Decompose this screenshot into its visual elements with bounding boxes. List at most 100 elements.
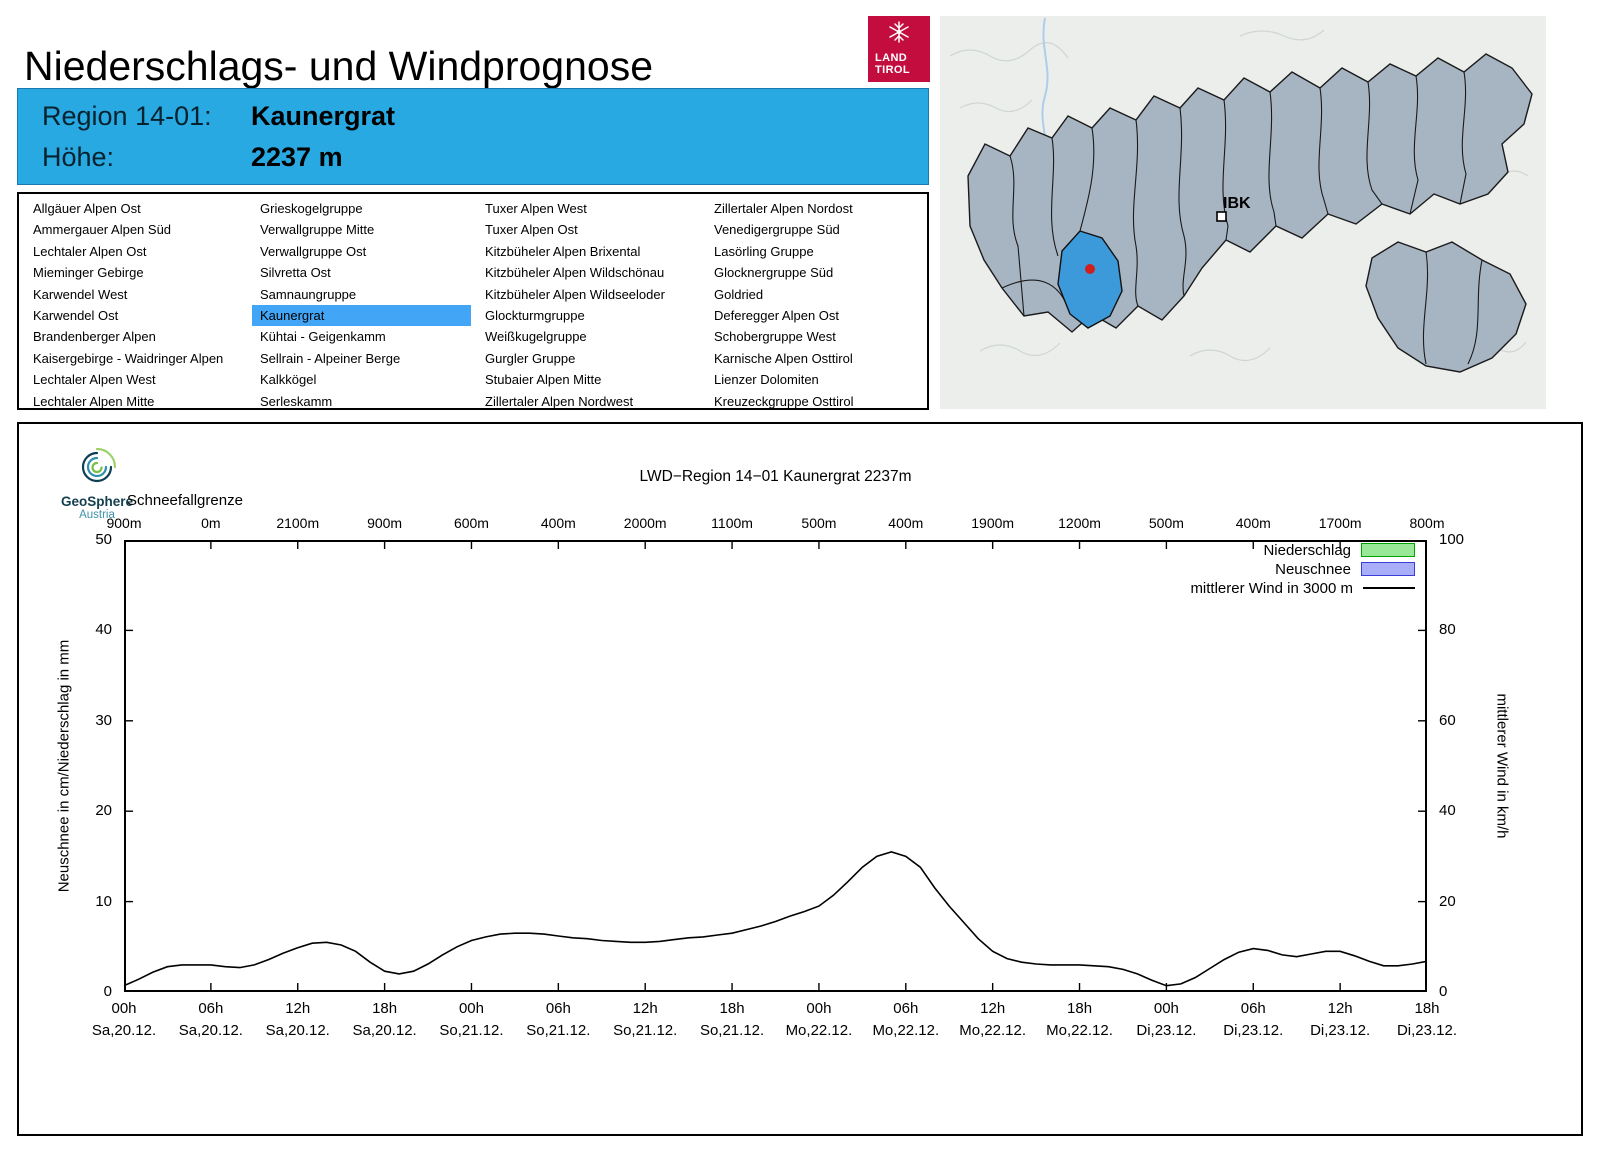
legend-label: Neuschnee — [1275, 560, 1351, 578]
region-item[interactable]: Zillertaler Alpen Nordost — [714, 201, 853, 216]
x-axis-date-label: Mo,22.12. — [959, 1022, 1027, 1039]
region-item[interactable]: Zillertaler Alpen Nordwest — [485, 393, 634, 409]
tirol-eagle-icon — [889, 21, 909, 43]
legend-row: Neuschnee — [1275, 560, 1415, 578]
region-item[interactable]: Serleskamm — [260, 393, 333, 409]
schneefallgrenze-value: 400m — [888, 515, 924, 531]
region-item[interactable]: Weißkugelgruppe — [485, 329, 587, 345]
x-axis-time-label: 18h — [1067, 1000, 1093, 1017]
left-axis-tick-label: 10 — [95, 892, 112, 910]
tirol-map[interactable]: IBK — [940, 16, 1546, 409]
right-axis-tick-label: 20 — [1439, 892, 1456, 910]
x-axis-time-label: 06h — [893, 1000, 919, 1017]
region-item[interactable]: Mieminger Gebirge — [33, 265, 144, 281]
x-axis-date-label: Sa,20.12. — [91, 1022, 157, 1039]
region-item[interactable]: Schobergruppe West — [714, 329, 836, 345]
region-item[interactable]: Kitzbüheler Alpen Wildseeloder — [485, 286, 665, 302]
region-borders — [1001, 71, 1467, 317]
x-axis-date-label: Di,23.12. — [1223, 1022, 1284, 1039]
region-item[interactable]: Kitzbüheler Alpen Brixental — [485, 243, 641, 259]
schneefallgrenze-value: 400m — [540, 515, 576, 531]
x-axis-time-label: 12h — [632, 1000, 658, 1017]
region-item[interactable]: Silvretta Ost — [260, 265, 331, 281]
selected-region-kaunergrat[interactable] — [1057, 230, 1123, 329]
schneefallgrenze-value: 500m — [801, 515, 837, 531]
schneefallgrenze-value: 1900m — [971, 515, 1015, 531]
x-axis-date-label: So,21.12. — [613, 1022, 678, 1039]
geosphere-swirl-icon — [81, 447, 117, 483]
plot-svg — [123, 539, 1428, 993]
x-axis-time-label: 00h — [1153, 1000, 1179, 1017]
region-item[interactable]: Karwendel West — [33, 286, 128, 302]
land-tirol-logo-text: LAND TIROL — [875, 52, 910, 76]
region-header: Region 14-01: Kaunergrat Höhe: 2237 m — [17, 88, 929, 185]
x-axis-date-label: Di,23.12. — [1136, 1022, 1197, 1039]
region-item[interactable]: Goldried — [714, 286, 764, 302]
east-tirol-region[interactable] — [1365, 241, 1527, 373]
region-item[interactable]: Kalkkögel — [260, 372, 317, 388]
x-axis-date-label: Mo,22.12. — [872, 1022, 940, 1039]
region-item[interactable]: Verwallgruppe Mitte — [260, 222, 375, 238]
geosphere-name: GeoSphere — [60, 494, 134, 509]
region-row: Region 14-01: Kaunergrat — [42, 101, 395, 132]
legend-swatch-box — [1361, 562, 1415, 576]
legend-label: mittlerer Wind in 3000 m — [1190, 579, 1353, 597]
region-item[interactable]: Glockturmgruppe — [485, 307, 585, 323]
region-item-selected[interactable]: Kaunergrat — [252, 304, 471, 327]
x-axis-time-label: 00h — [111, 1000, 137, 1017]
region-item[interactable]: Stubaier Alpen Mitte — [485, 372, 602, 388]
region-item[interactable]: Lechtaler Alpen Ost — [33, 243, 147, 259]
x-axis-date-label: So,21.12. — [699, 1022, 765, 1039]
schneefallgrenze-value: 900m — [367, 515, 403, 531]
region-item[interactable]: Ammergauer Alpen Süd — [33, 222, 172, 238]
region-column: Tuxer Alpen West Tuxer Alpen Ost Kitzbühel… — [471, 198, 700, 412]
region-item[interactable]: Tuxer Alpen West — [485, 201, 587, 216]
region-item[interactable]: Tuxer Alpen Ost — [485, 222, 578, 238]
region-item[interactable]: Kaisergebirge - Waidringer Alpen — [33, 350, 224, 366]
page-title: Niederschlags- und Windprognose — [24, 43, 654, 90]
plot-frame — [124, 540, 1427, 992]
region-item[interactable]: Karnische Alpen Osttirol — [714, 350, 853, 366]
region-item[interactable]: Allgäuer Alpen Ost — [33, 201, 141, 216]
schneefallgrenze-value: 1100m — [711, 515, 753, 531]
logo-line1: LAND — [875, 52, 908, 64]
x-axis-time-label: 18h — [1414, 1000, 1440, 1017]
right-axis-tick-label: 40 — [1439, 802, 1456, 820]
schneefallgrenze-value: 500m — [1148, 515, 1184, 531]
left-axis-tick-label: 50 — [95, 531, 112, 548]
tirol-map-svg: IBK — [940, 16, 1546, 409]
right-axis-tick-label: 100 — [1439, 531, 1465, 548]
x-axis-date-label: Mo,22.12. — [1046, 1022, 1113, 1039]
forecast-chart-panel: GeoSphere Austria LWD−Region 14−01 Kaune… — [17, 422, 1583, 1136]
region-item[interactable]: Kitzbüheler Alpen Wildschönau — [485, 265, 665, 281]
region-item[interactable]: Venedigergruppe Süd — [714, 222, 840, 238]
region-item[interactable]: Sellrain - Alpeiner Berge — [260, 350, 401, 366]
region-item[interactable]: Gurgler Gruppe — [485, 350, 576, 366]
region-item[interactable]: Karwendel Ost — [33, 307, 119, 323]
left-axis-tick-label: 0 — [103, 983, 112, 1000]
x-axis-date-label: Sa,20.12. — [178, 1022, 243, 1039]
region-item[interactable]: Samnaungruppe — [260, 286, 357, 302]
region-item[interactable]: Glocknergruppe Süd — [714, 265, 834, 281]
region-item[interactable]: Kreuzeckgruppe Osttirol — [714, 393, 854, 409]
region-item[interactable]: Lasörling Gruppe — [714, 243, 814, 259]
x-axis-date-label: Di,23.12. — [1396, 1022, 1458, 1039]
x-axis-time-label: 12h — [285, 1000, 311, 1017]
x-axis-time-label: 06h — [545, 1000, 571, 1017]
region-item[interactable]: Lienzer Dolomiten — [714, 372, 819, 388]
region-item[interactable]: Verwallgruppe Ost — [260, 243, 367, 259]
left-axis-title: Neuschnee in cm/Niederschlag in mm — [55, 639, 73, 893]
x-axis-time-label: 00h — [458, 1000, 484, 1017]
region-item[interactable]: Deferegger Alpen Ost — [714, 307, 840, 323]
region-column: Grieskogelgruppe Verwallgruppe Mitte Verwa… — [246, 198, 471, 412]
schneefallgrenze-value: 2000m — [623, 515, 667, 531]
region-item[interactable]: Kühtai - Geigenkamm — [260, 329, 386, 345]
left-axis-tick-label: 20 — [95, 802, 112, 820]
region-item[interactable]: Lechtaler Alpen Mitte — [33, 393, 155, 409]
legend-row: Niederschlag — [1263, 542, 1415, 559]
region-item[interactable]: Brandenberger Alpen — [33, 329, 156, 345]
x-axis-date-label: So,21.12. — [439, 1022, 504, 1039]
region-item[interactable]: Lechtaler Alpen West — [33, 372, 156, 388]
schneefallgrenze-value: 800m — [1409, 515, 1445, 531]
region-item[interactable]: Grieskogelgruppe — [260, 201, 363, 216]
